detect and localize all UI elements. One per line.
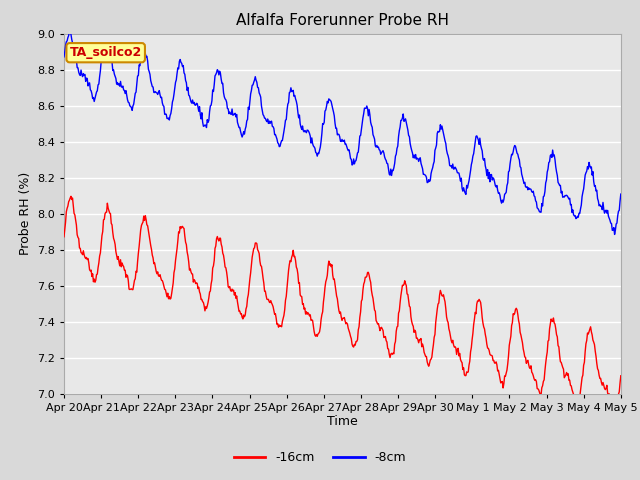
Text: TA_soilco2: TA_soilco2 xyxy=(70,46,142,59)
Y-axis label: Probe RH (%): Probe RH (%) xyxy=(19,172,31,255)
Legend: -16cm, -8cm: -16cm, -8cm xyxy=(229,446,411,469)
X-axis label: Time: Time xyxy=(327,415,358,429)
Title: Alfalfa Forerunner Probe RH: Alfalfa Forerunner Probe RH xyxy=(236,13,449,28)
